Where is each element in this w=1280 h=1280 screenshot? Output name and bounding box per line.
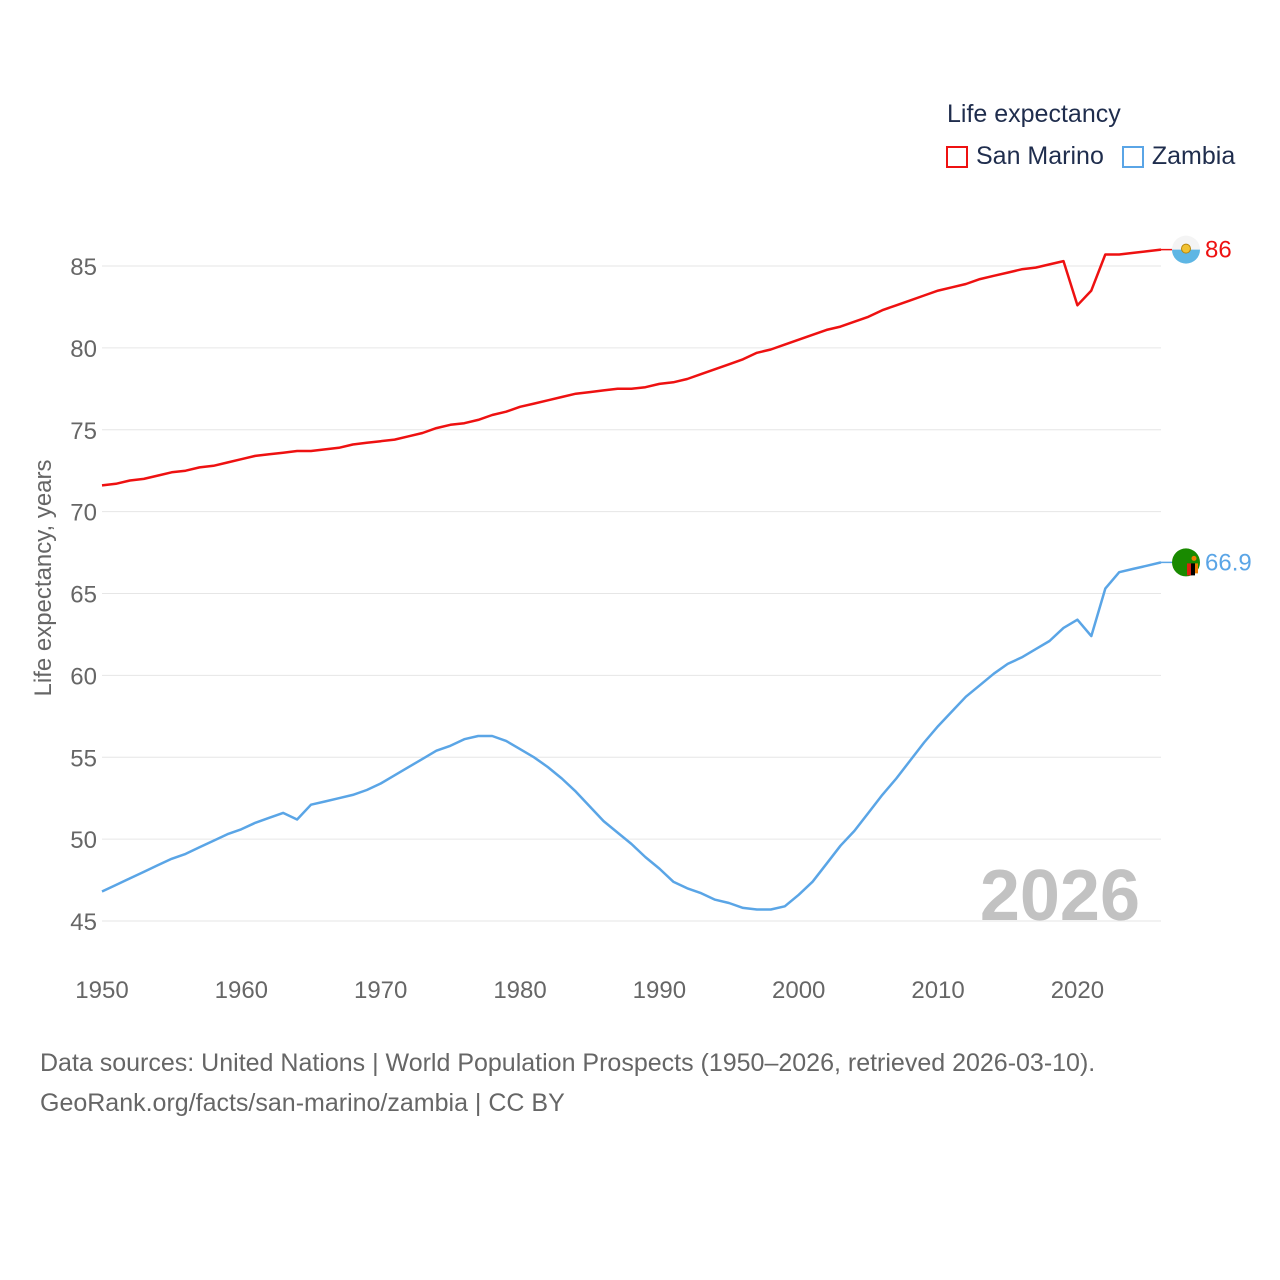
x-axis-ticks: 1950 1960 1970 1980 1990 2000 2010 2020 [75, 977, 1104, 1004]
y-tick-label: 55 [70, 745, 97, 772]
flag-red-stripe [1187, 563, 1191, 576]
source-line-1: Data sources: United Nations | World Pop… [40, 1049, 1096, 1077]
san-marino-flag-icon [1172, 235, 1200, 264]
flag-black-stripe [1191, 563, 1195, 576]
x-tick-label: 2000 [772, 977, 825, 1004]
legend-label-zambia: Zambia [1151, 142, 1236, 170]
x-tick-label: 1990 [633, 977, 686, 1004]
y-tick-label: 80 [70, 336, 97, 363]
flag-eagle [1191, 555, 1197, 561]
current-year-label: 2026 [980, 856, 1140, 936]
x-tick-label: 1960 [215, 977, 268, 1004]
legend-swatch-san-marino [946, 145, 968, 168]
x-tick-label: 2010 [911, 977, 964, 1004]
y-axis-ticks: 45 50 55 60 65 70 75 80 85 [70, 254, 97, 936]
series-lines [101, 248, 1162, 911]
legend-title: Life expectancy [947, 100, 1121, 128]
legend-swatch-zambia [1121, 145, 1144, 168]
flag-orange-stripe [1195, 563, 1198, 574]
series-line-zambia [101, 561, 1162, 911]
x-tick-label: 1950 [75, 977, 128, 1004]
end-value-label-san-marino: 86 [1205, 237, 1232, 264]
x-tick-label: 1970 [354, 977, 407, 1004]
data-source-note: Data sources: United Nations | World Pop… [40, 1043, 1095, 1123]
y-tick-label: 50 [70, 827, 97, 854]
flag-emblem [1181, 243, 1191, 254]
flag-blue-half [1172, 249, 1200, 264]
y-tick-label: 60 [70, 663, 97, 690]
grid-lines [102, 265, 1161, 922]
x-tick-label: 2020 [1051, 977, 1104, 1004]
legend: San Marino Zambia [946, 142, 1253, 171]
legend-item-san-marino[interactable]: San Marino [946, 142, 1104, 171]
y-tick-label: 85 [70, 254, 97, 281]
series-line-san-marino [101, 248, 1162, 487]
y-tick-label: 70 [70, 500, 97, 527]
source-line-2: GeoRank.org/facts/san-marino/zambia | CC… [40, 1089, 565, 1117]
y-tick-label: 45 [70, 909, 97, 936]
y-tick-label: 75 [70, 418, 97, 445]
zambia-flag-icon [1172, 548, 1200, 577]
series-end-markers: 86 66.9 [1161, 235, 1252, 577]
y-tick-label: 65 [70, 582, 97, 609]
end-value-label-zambia: 66.9 [1205, 549, 1252, 576]
x-tick-label: 1980 [493, 977, 546, 1004]
legend-item-zambia[interactable]: Zambia [1121, 142, 1236, 171]
y-axis-label: Life expectancy, years [30, 459, 57, 696]
legend-label-san-marino: San Marino [976, 142, 1104, 170]
